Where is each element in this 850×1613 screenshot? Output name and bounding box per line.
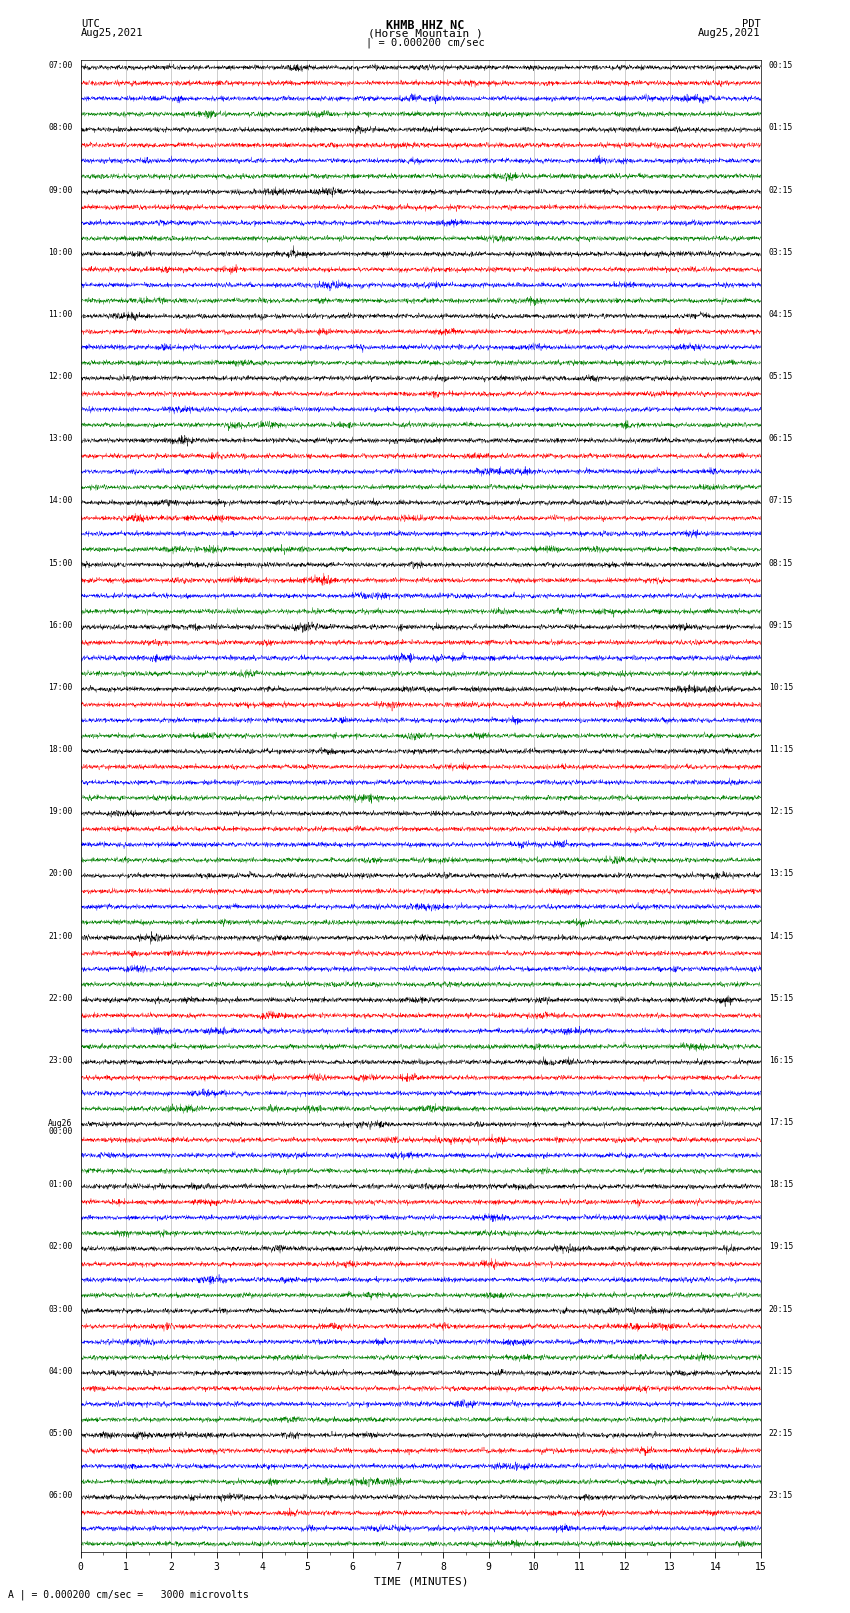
- Text: UTC: UTC: [81, 18, 99, 29]
- Text: 20:15: 20:15: [769, 1305, 793, 1313]
- Text: 01:15: 01:15: [769, 124, 793, 132]
- Text: 18:15: 18:15: [769, 1181, 793, 1189]
- Text: 16:00: 16:00: [48, 621, 72, 629]
- Text: 00:00: 00:00: [48, 1126, 72, 1136]
- Text: 14:15: 14:15: [769, 932, 793, 940]
- Text: 10:00: 10:00: [48, 248, 72, 256]
- Text: 07:15: 07:15: [769, 497, 793, 505]
- Text: 03:15: 03:15: [769, 248, 793, 256]
- Text: 14:00: 14:00: [48, 497, 72, 505]
- Text: 02:15: 02:15: [769, 185, 793, 195]
- Text: 20:00: 20:00: [48, 869, 72, 879]
- Text: 13:15: 13:15: [769, 869, 793, 879]
- Text: KHMB HHZ NC: KHMB HHZ NC: [386, 18, 464, 32]
- Text: 12:15: 12:15: [769, 806, 793, 816]
- Text: 05:00: 05:00: [48, 1429, 72, 1437]
- Text: 03:00: 03:00: [48, 1305, 72, 1313]
- Text: 15:00: 15:00: [48, 558, 72, 568]
- Text: 04:00: 04:00: [48, 1366, 72, 1376]
- Text: 00:15: 00:15: [769, 61, 793, 71]
- Text: 07:00: 07:00: [48, 61, 72, 71]
- Text: 06:00: 06:00: [48, 1490, 72, 1500]
- Text: 22:00: 22:00: [48, 994, 72, 1003]
- Text: 19:00: 19:00: [48, 806, 72, 816]
- Text: 05:15: 05:15: [769, 373, 793, 381]
- Text: 22:15: 22:15: [769, 1429, 793, 1437]
- Text: 17:00: 17:00: [48, 682, 72, 692]
- Text: 12:00: 12:00: [48, 373, 72, 381]
- Text: 06:15: 06:15: [769, 434, 793, 444]
- Text: Aug26: Aug26: [48, 1119, 72, 1127]
- Text: 17:15: 17:15: [769, 1118, 793, 1127]
- Text: 04:15: 04:15: [769, 310, 793, 319]
- Text: 02:00: 02:00: [48, 1242, 72, 1252]
- Text: A | = 0.000200 cm/sec =   3000 microvolts: A | = 0.000200 cm/sec = 3000 microvolts: [8, 1589, 249, 1600]
- Text: (Horse Mountain ): (Horse Mountain ): [367, 29, 483, 39]
- Text: 21:15: 21:15: [769, 1366, 793, 1376]
- Text: 16:15: 16:15: [769, 1057, 793, 1065]
- Text: 09:00: 09:00: [48, 185, 72, 195]
- Text: 15:15: 15:15: [769, 994, 793, 1003]
- Text: 11:00: 11:00: [48, 310, 72, 319]
- Text: 11:15: 11:15: [769, 745, 793, 755]
- Text: 21:00: 21:00: [48, 932, 72, 940]
- Text: 19:15: 19:15: [769, 1242, 793, 1252]
- Text: 23:00: 23:00: [48, 1057, 72, 1065]
- Text: PDT: PDT: [742, 18, 761, 29]
- Text: Aug25,2021: Aug25,2021: [698, 29, 761, 39]
- Text: 08:15: 08:15: [769, 558, 793, 568]
- Text: 09:15: 09:15: [769, 621, 793, 629]
- Text: 08:00: 08:00: [48, 124, 72, 132]
- Text: 23:15: 23:15: [769, 1490, 793, 1500]
- Text: 01:00: 01:00: [48, 1181, 72, 1189]
- Text: 18:00: 18:00: [48, 745, 72, 755]
- Text: | = 0.000200 cm/sec: | = 0.000200 cm/sec: [366, 37, 484, 48]
- Text: Aug25,2021: Aug25,2021: [81, 29, 144, 39]
- X-axis label: TIME (MINUTES): TIME (MINUTES): [373, 1576, 468, 1586]
- Text: 13:00: 13:00: [48, 434, 72, 444]
- Text: 10:15: 10:15: [769, 682, 793, 692]
